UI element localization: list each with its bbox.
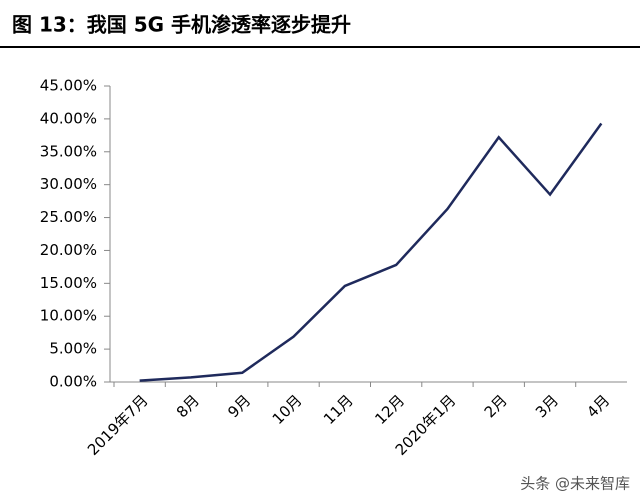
y-tick-label: 5.00% [49, 340, 97, 358]
x-tick-label: 11月 [320, 391, 357, 428]
x-tick-label: 4月 [583, 391, 613, 421]
x-tick-label: 10月 [269, 391, 306, 428]
y-tick-label: 35.00% [40, 142, 97, 160]
y-tick-label: 40.00% [40, 109, 97, 127]
watermark: 头条 @未来智库 [520, 475, 630, 493]
y-tick-label: 30.00% [40, 175, 97, 193]
data-line [139, 122, 603, 382]
x-tick-label: 9月 [224, 391, 254, 421]
x-tick-label: 12月 [371, 391, 408, 428]
y-tick-label: 45.00% [40, 77, 97, 95]
x-tick-label: 8月 [173, 391, 203, 421]
x-tick-label: 2月 [481, 391, 511, 421]
x-tick-label: 3月 [532, 391, 562, 421]
y-tick-label: 20.00% [40, 241, 97, 259]
y-tick-label: 10.00% [40, 307, 97, 325]
y-tick-label: 15.00% [40, 274, 97, 292]
y-tick-label: 25.00% [40, 208, 97, 226]
chart-title: 图 13：我国 5G 手机渗透率逐步提升 [12, 13, 351, 37]
y-tick-label: 0.00% [49, 373, 97, 391]
x-tick-label: 2019年7月 [84, 391, 152, 459]
